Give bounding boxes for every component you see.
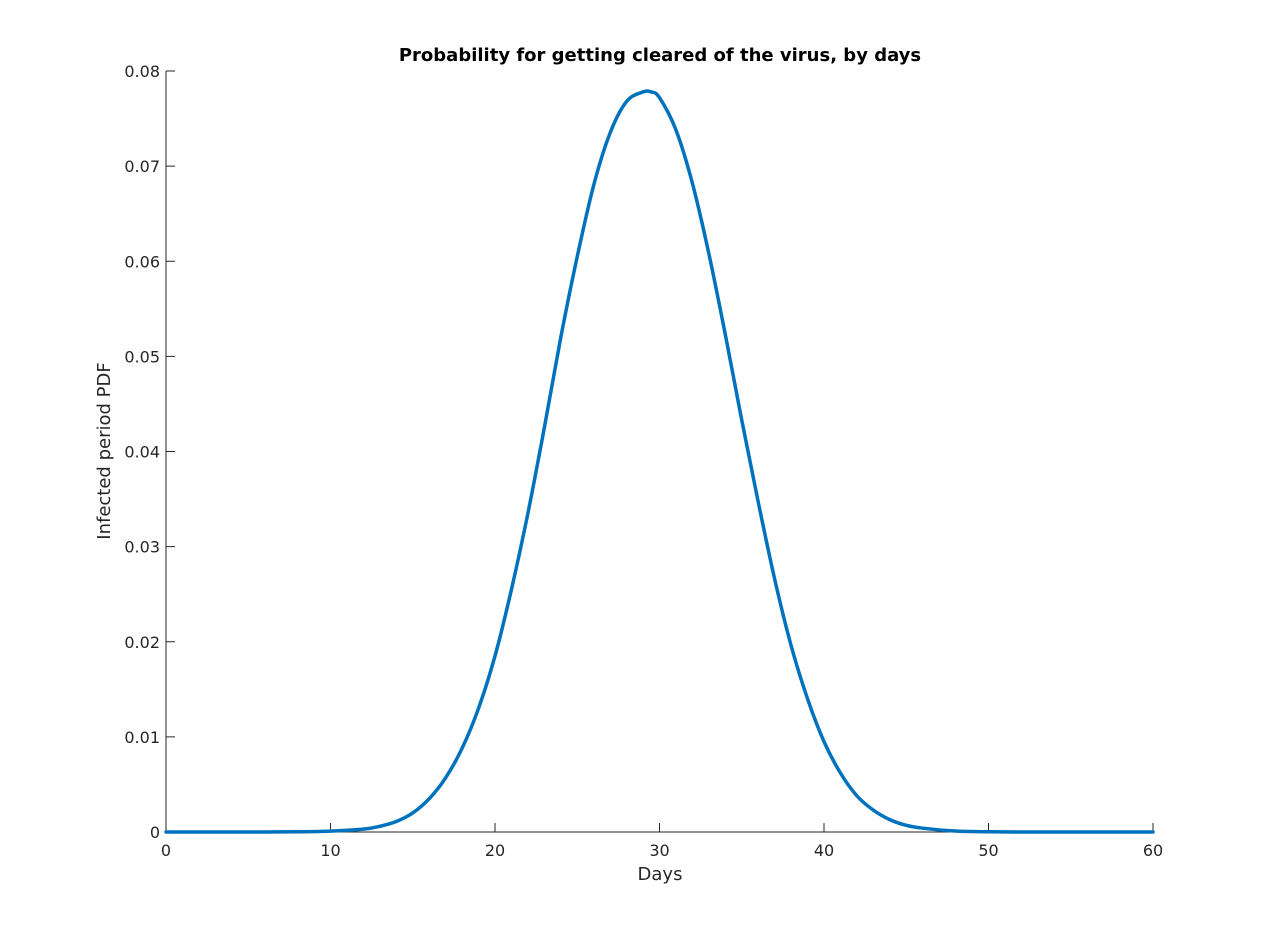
x-tick-label: 40	[814, 841, 834, 860]
y-tick-label: 0.03	[124, 538, 160, 557]
chart-title: Probability for getting cleared of the v…	[399, 45, 921, 66]
x-axis-label: Days	[638, 864, 683, 885]
y-tick-label: 0.08	[124, 62, 160, 81]
y-tick-label: 0.02	[124, 633, 160, 652]
y-tick-label: 0.07	[124, 157, 160, 176]
x-tick-label: 60	[1143, 841, 1163, 860]
y-tick-label: 0.01	[124, 728, 160, 747]
y-tick-label: 0	[150, 823, 160, 842]
y-tick-label: 0.05	[124, 347, 160, 366]
y-axis-ticks: 0 0.01 0.02 0.03 0.04 0.05 0.06 0.07 0.08	[124, 62, 175, 842]
x-tick-label: 30	[649, 841, 669, 860]
y-tick-label: 0.06	[124, 252, 160, 271]
series-line	[164, 89, 1155, 834]
x-tick-label: 50	[978, 841, 998, 860]
y-tick-label: 0.04	[124, 443, 160, 462]
y-axis-label: Infected period PDF	[94, 362, 115, 539]
x-tick-label: 10	[320, 841, 340, 860]
x-tick-label: 0	[161, 841, 171, 860]
x-tick-label: 20	[485, 841, 505, 860]
axes	[165, 71, 1153, 833]
x-axis-ticks: 0 10 20 30 40 50 60	[161, 823, 1163, 860]
